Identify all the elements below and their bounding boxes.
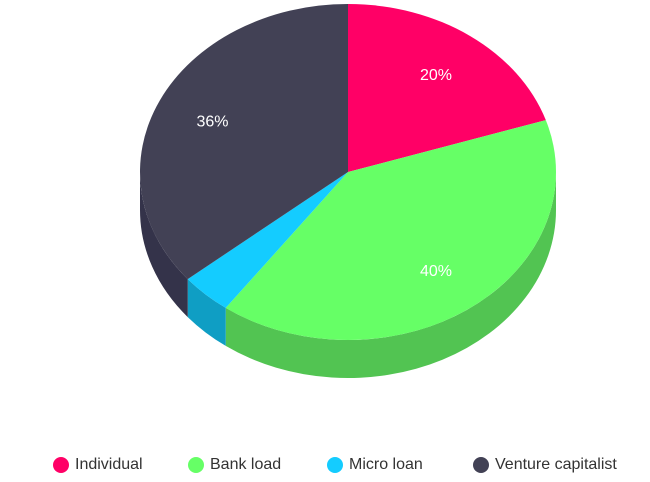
legend-label-individual: Individual [75, 456, 143, 473]
legend-swatch-venture-capitalist [473, 457, 489, 473]
pie-slice-individual[interactable] [348, 4, 546, 172]
legend-item-micro-loan[interactable]: Micro loan [327, 452, 423, 478]
pie-slice-bank-load[interactable] [225, 120, 557, 341]
pie-side-venture-capitalist [140, 172, 188, 318]
legend-swatch-individual [53, 457, 69, 473]
legend-swatch-micro-loan [327, 457, 343, 473]
pie-side-walls [140, 172, 556, 379]
data-label-individual: 20% [420, 67, 452, 84]
legend-item-venture-capitalist[interactable]: Venture capitalist [473, 452, 617, 478]
pie-top-faces [140, 4, 557, 341]
pie-slice-micro-loan[interactable] [187, 172, 348, 308]
pie-data-labels: 20% 40% 36% [196, 67, 452, 280]
pie-slice-venture-capitalist[interactable] [140, 4, 348, 280]
legend-item-bank-load[interactable]: Bank load [188, 452, 281, 478]
legend-label-bank-load: Bank load [210, 456, 282, 473]
legend-item-individual[interactable]: Individual [53, 452, 143, 478]
legend-label-venture-capitalist: Venture capitalist [495, 456, 617, 473]
pie-side-bank-load [225, 172, 556, 379]
legend: Individual Bank load Micro loan Venture … [0, 452, 650, 478]
pie-side-micro-loan [187, 279, 226, 346]
legend-label-micro-loan: Micro loan [349, 456, 423, 473]
data-label-bank-load: 40% [420, 263, 452, 280]
legend-swatch-bank-load [188, 457, 204, 473]
data-label-venture-capitalist: 36% [196, 113, 228, 130]
pie-chart: 20% 40% 36% [140, 4, 557, 379]
